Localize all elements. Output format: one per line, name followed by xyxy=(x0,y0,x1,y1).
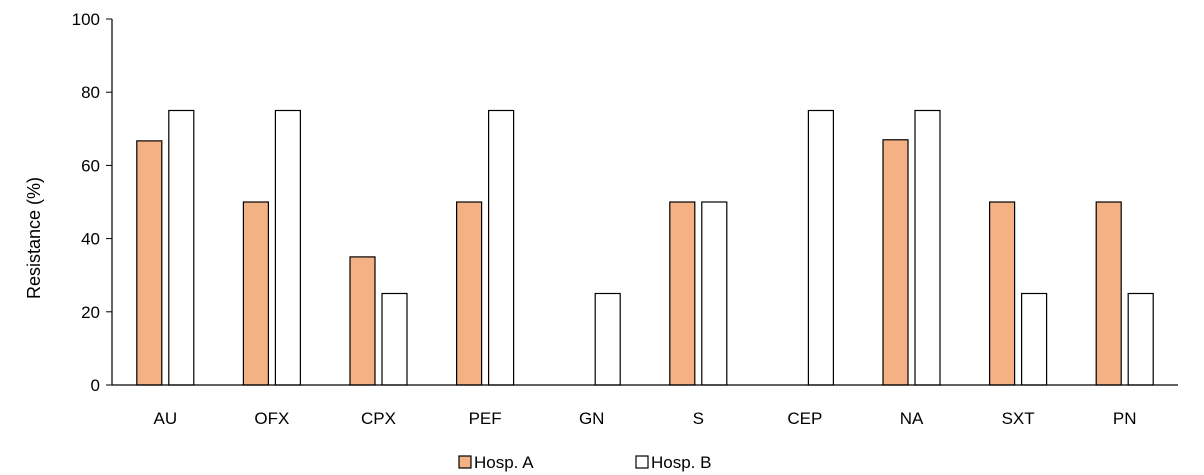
bar-hosp-b-s xyxy=(701,201,728,386)
legend-swatch-hosp-b xyxy=(635,455,649,469)
bar-hosp-b-cep xyxy=(807,109,835,386)
bar-hosp-a-ofx xyxy=(242,201,269,386)
x-category-label: SXT xyxy=(1002,409,1035,428)
y-tick-label: 20 xyxy=(81,303,100,322)
bar-hosp-b-pn xyxy=(1127,292,1154,386)
x-category-label: NA xyxy=(900,409,924,428)
y-tick-label: 40 xyxy=(81,230,100,249)
y-tick-label: 100 xyxy=(72,10,100,29)
x-category-label: AU xyxy=(153,409,177,428)
bar-hosp-b-au xyxy=(168,109,195,386)
legend-swatch-hosp-a xyxy=(458,455,472,469)
x-category-label: PN xyxy=(1113,409,1137,428)
bar-hosp-b-na xyxy=(914,109,941,386)
bar-hosp-a-na xyxy=(882,139,909,386)
legend-label-hosp-a: Hosp. A xyxy=(474,453,534,472)
x-category-label: PEF xyxy=(469,409,502,428)
bar-hosp-b-ofx xyxy=(274,109,301,386)
x-category-label: S xyxy=(693,409,704,428)
bar-hosp-a-s xyxy=(669,201,696,386)
y-tick-label: 0 xyxy=(91,376,100,395)
x-category-label: CEP xyxy=(787,409,822,428)
x-category-label: CPX xyxy=(361,409,396,428)
bar-hosp-b-pef xyxy=(488,109,515,386)
bar-hosp-a-pef xyxy=(456,201,483,386)
bar-hosp-b-gn xyxy=(594,292,621,386)
y-tick-label: 80 xyxy=(81,83,100,102)
legend-label-hosp-b: Hosp. B xyxy=(651,453,711,472)
bar-hosp-b-cpx xyxy=(381,292,408,386)
bar-hosp-a-cpx xyxy=(349,256,376,386)
bar-hosp-a-sxt xyxy=(988,201,1016,386)
y-axis-title: Resistance (%) xyxy=(24,177,44,299)
x-category-label: GN xyxy=(579,409,605,428)
x-category-label: OFX xyxy=(254,409,289,428)
bar-hosp-a-pn xyxy=(1095,201,1122,386)
y-tick-label: 60 xyxy=(81,156,100,175)
bar-hosp-b-sxt xyxy=(1020,292,1048,386)
bar-hosp-a-au xyxy=(136,140,163,386)
